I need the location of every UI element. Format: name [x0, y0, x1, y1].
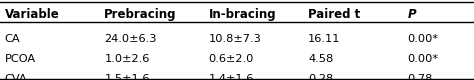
- Text: 0.00*: 0.00*: [408, 54, 438, 64]
- Text: Variable: Variable: [5, 8, 60, 21]
- Text: 0.6±2.0: 0.6±2.0: [209, 54, 254, 64]
- Text: 16.11: 16.11: [308, 34, 341, 44]
- Text: 1.5±1.6: 1.5±1.6: [104, 74, 150, 80]
- Text: 24.0±6.3: 24.0±6.3: [104, 34, 157, 44]
- Text: 1.4±1.6: 1.4±1.6: [209, 74, 254, 80]
- Text: 0.78: 0.78: [408, 74, 433, 80]
- Text: In-bracing: In-bracing: [209, 8, 276, 21]
- Text: 4.58: 4.58: [308, 54, 333, 64]
- Text: PCOA: PCOA: [5, 54, 36, 64]
- Text: 10.8±7.3: 10.8±7.3: [209, 34, 262, 44]
- Text: Prebracing: Prebracing: [104, 8, 177, 21]
- Text: CVA: CVA: [5, 74, 27, 80]
- Text: CA: CA: [5, 34, 20, 44]
- Text: 0.00*: 0.00*: [408, 34, 438, 44]
- Text: Paired t: Paired t: [308, 8, 360, 21]
- Text: P: P: [408, 8, 416, 21]
- Text: 0.28: 0.28: [308, 74, 333, 80]
- Text: 1.0±2.6: 1.0±2.6: [104, 54, 150, 64]
